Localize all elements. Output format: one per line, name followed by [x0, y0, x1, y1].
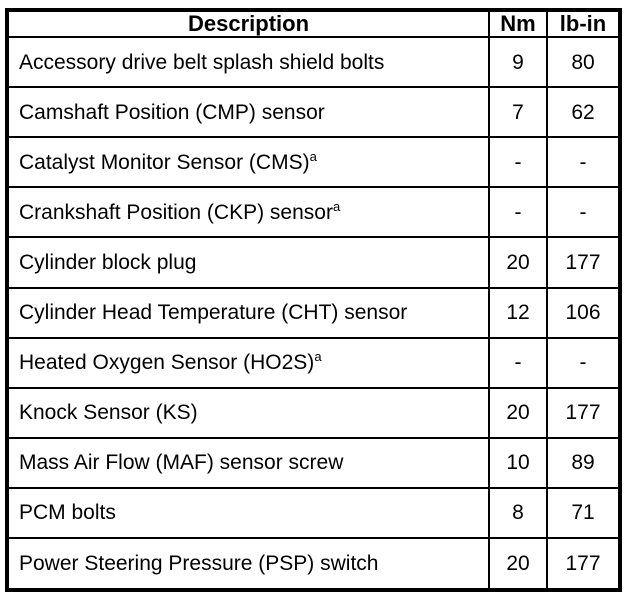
table-body: Accessory drive belt splash shield bolts…	[6, 36, 621, 592]
description-text: Catalyst Monitor Sensor (CMS)	[19, 150, 310, 174]
column-header-lbin: lb-in	[546, 8, 621, 39]
description-text: Heated Oxygen Sensor (HO2S)	[19, 351, 315, 375]
table-row: Camshaft Position (CMP) sensor 7 62	[6, 86, 621, 139]
table-row: PCM bolts 8 71	[6, 486, 621, 539]
lbin-cell: 89	[546, 436, 621, 489]
lbin-cell: 177	[546, 536, 621, 592]
nm-cell: -	[488, 136, 548, 189]
description-cell: Cylinder block plug	[6, 236, 490, 289]
table-row: Crankshaft Position (CKP) sensora - -	[6, 186, 621, 239]
description-text: PCM bolts	[19, 501, 116, 525]
description-cell: Power Steering Pressure (PSP) switch	[6, 536, 490, 592]
description-cell: Knock Sensor (KS)	[6, 386, 490, 439]
description-text: Crankshaft Position (CKP) sensor	[19, 200, 333, 224]
description-text: Knock Sensor (KS)	[19, 401, 198, 425]
table-row: Mass Air Flow (MAF) sensor screw 10 89	[6, 436, 621, 489]
lbin-cell: 71	[546, 486, 621, 539]
nm-cell: 8	[488, 486, 548, 539]
nm-cell: -	[488, 336, 548, 389]
footnote-marker: a	[314, 349, 322, 365]
lbin-cell: 177	[546, 236, 621, 289]
lbin-cell: -	[546, 336, 621, 389]
description-text: Camshaft Position (CMP) sensor	[19, 100, 325, 124]
description-cell: Mass Air Flow (MAF) sensor screw	[6, 436, 490, 489]
table-row: Heated Oxygen Sensor (HO2S)a - -	[6, 336, 621, 389]
nm-cell: 20	[488, 386, 548, 439]
description-cell: Heated Oxygen Sensor (HO2S)a	[6, 336, 490, 389]
nm-cell: -	[488, 186, 548, 239]
nm-cell: 10	[488, 436, 548, 489]
description-text: Cylinder Head Temperature (CHT) sensor	[19, 300, 408, 324]
nm-cell: 7	[488, 86, 548, 139]
lbin-cell: -	[546, 136, 621, 189]
table-row: Power Steering Pressure (PSP) switch 20 …	[6, 536, 621, 592]
lbin-cell: 62	[546, 86, 621, 139]
nm-cell: 20	[488, 236, 548, 289]
lbin-cell: -	[546, 186, 621, 239]
description-text: Accessory drive belt splash shield bolts	[19, 50, 385, 74]
description-text: Power Steering Pressure (PSP) switch	[19, 551, 379, 575]
description-cell: Cylinder Head Temperature (CHT) sensor	[6, 286, 490, 339]
lbin-cell: 80	[546, 36, 621, 89]
description-cell: Accessory drive belt splash shield bolts	[6, 36, 490, 89]
table-row: Catalyst Monitor Sensor (CMS)a - -	[6, 136, 621, 189]
description-text: Cylinder block plug	[19, 250, 197, 274]
table-row: Knock Sensor (KS) 20 177	[6, 386, 621, 439]
column-header-description: Description	[6, 8, 490, 39]
column-header-nm: Nm	[488, 8, 548, 39]
table-row: Cylinder block plug 20 177	[6, 236, 621, 289]
description-cell: Camshaft Position (CMP) sensor	[6, 86, 490, 139]
nm-cell: 12	[488, 286, 548, 339]
lbin-cell: 177	[546, 386, 621, 439]
table-header: Description Nm lb-in	[6, 8, 621, 39]
table-row: Cylinder Head Temperature (CHT) sensor 1…	[6, 286, 621, 339]
description-cell: PCM bolts	[6, 486, 490, 539]
footnote-marker: a	[332, 198, 341, 214]
nm-cell: 9	[488, 36, 548, 89]
header-row: Description Nm lb-in	[6, 8, 621, 39]
lbin-cell: 106	[546, 286, 621, 339]
table-row: Accessory drive belt splash shield bolts…	[6, 36, 621, 89]
description-cell: Crankshaft Position (CKP) sensora	[6, 186, 490, 239]
footnote-marker: a	[309, 148, 317, 164]
torque-spec-table: Description Nm lb-in Accessory drive bel…	[5, 8, 622, 592]
nm-cell: 20	[488, 536, 548, 592]
description-cell: Catalyst Monitor Sensor (CMS)a	[6, 136, 490, 189]
description-text: Mass Air Flow (MAF) sensor screw	[19, 451, 344, 475]
